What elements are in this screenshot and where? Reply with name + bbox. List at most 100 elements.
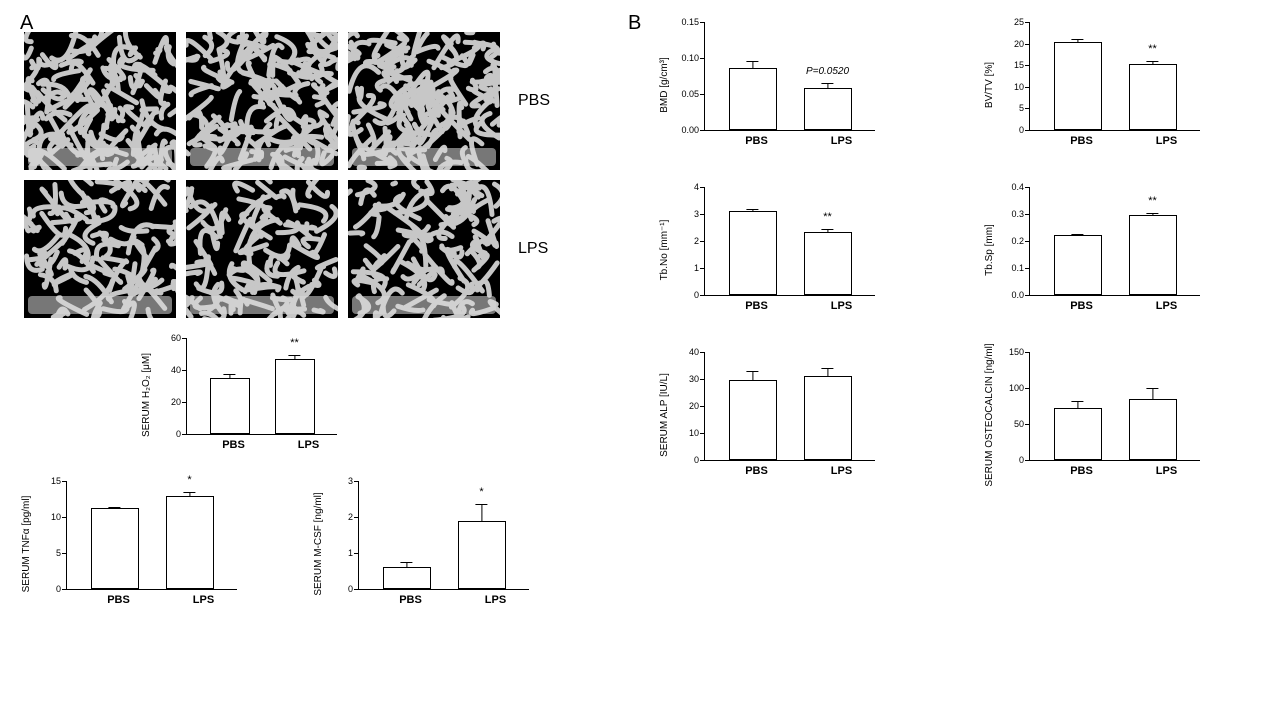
- x-axis-labels: PBSLPS: [1029, 135, 1219, 147]
- significance-marker: *: [479, 486, 483, 498]
- bar: [1054, 235, 1102, 295]
- x-tick-label: PBS: [214, 439, 254, 451]
- ct-row: LPS: [24, 180, 594, 318]
- chart-alp: SERUM ALP [IU/L]010203040PBSLPS: [672, 352, 937, 477]
- y-tick-label: 0.1: [1011, 263, 1024, 273]
- error-bar: [827, 368, 828, 378]
- y-tick-label: 0: [694, 290, 699, 300]
- x-tick-label: LPS: [1143, 300, 1191, 312]
- bar: [91, 508, 139, 589]
- significance-marker: **: [1148, 43, 1157, 55]
- y-tick-label: 0.15: [681, 17, 699, 27]
- ct-image: [186, 32, 338, 170]
- y-tick-label: 25: [1014, 17, 1024, 27]
- y-axis-label: SERUM ALP [IU/L]: [659, 373, 670, 457]
- plot-area: 0.000.050.100.15P=0.0520: [704, 22, 875, 131]
- y-tick-label: 1: [694, 263, 699, 273]
- chart-mcsf: SERUM M-CSF [ng/ml]0123*PBSLPS: [326, 481, 548, 606]
- significance-marker: **: [1148, 195, 1157, 207]
- panel-b-label: B: [628, 12, 641, 35]
- y-tick-label: 0: [1019, 125, 1024, 135]
- x-axis-labels: PBSLPS: [704, 135, 894, 147]
- error-bar: [752, 209, 753, 212]
- y-tick-label: 0: [348, 584, 353, 594]
- error-bar: [229, 374, 230, 379]
- y-axis-label: SERUM H₂O₂ [μM]: [141, 352, 152, 436]
- x-tick-label: LPS: [818, 300, 866, 312]
- error-bar: [752, 371, 753, 382]
- x-tick-label: LPS: [289, 439, 329, 451]
- y-tick-label: 3: [694, 209, 699, 219]
- y-tick-label: 10: [51, 512, 61, 522]
- bar: **: [1129, 215, 1177, 295]
- x-tick-label: PBS: [733, 465, 781, 477]
- y-tick-label: 3: [348, 476, 353, 486]
- chart-bvtv: BV/TV [%]0510152025**PBSLPS: [997, 22, 1262, 147]
- y-tick-label: 0: [56, 584, 61, 594]
- figure: A PBSLPS SERUM H₂O₂ [μM]0204060**PBSLPS …: [24, 18, 1262, 606]
- ct-image: [24, 32, 176, 170]
- plot-area: 01234**: [704, 187, 875, 296]
- error-bar: [114, 507, 115, 509]
- error-bar: [1077, 234, 1078, 236]
- error-bar: [1152, 213, 1153, 216]
- x-tick-label: PBS: [1058, 135, 1106, 147]
- error-bar: [1077, 39, 1078, 43]
- y-tick-label: 10: [1014, 82, 1024, 92]
- ct-image: [24, 180, 176, 318]
- plot-area: 010203040: [704, 352, 875, 461]
- error-bar: [189, 492, 190, 497]
- panel-a: A PBSLPS SERUM H₂O₂ [μM]0204060**PBSLPS …: [24, 18, 594, 606]
- error-bar: [752, 61, 753, 69]
- error-bar: [406, 562, 407, 568]
- plot-area: 051015*: [66, 481, 237, 590]
- bar: [729, 380, 777, 460]
- y-tick-label: 60: [171, 333, 181, 343]
- y-tick-label: 150: [1009, 347, 1024, 357]
- y-tick-label: 0.4: [1011, 182, 1024, 192]
- y-axis-label: Tb.No [mm⁻¹]: [659, 219, 670, 280]
- y-tick-label: 10: [689, 428, 699, 438]
- y-tick-label: 0.3: [1011, 209, 1024, 219]
- ct-image: [348, 32, 500, 170]
- bar: [210, 378, 250, 434]
- chart-tbno: Tb.No [mm⁻¹]01234**PBSLPS: [672, 187, 937, 312]
- y-tick-label: 15: [1014, 60, 1024, 70]
- bar: P=0.0520: [804, 88, 852, 130]
- y-tick-label: 20: [689, 401, 699, 411]
- x-tick-label: PBS: [387, 594, 435, 606]
- y-tick-label: 0.2: [1011, 236, 1024, 246]
- error-bar: [481, 504, 482, 522]
- x-tick-label: PBS: [1058, 465, 1106, 477]
- bar: **: [1129, 64, 1177, 130]
- plot-area: 0.00.10.20.30.4**: [1029, 187, 1200, 296]
- x-tick-label: PBS: [95, 594, 143, 606]
- ct-image: [186, 180, 338, 318]
- bar: [1054, 42, 1102, 130]
- x-tick-label: LPS: [472, 594, 520, 606]
- x-axis-labels: PBSLPS: [704, 465, 894, 477]
- y-tick-label: 2: [348, 512, 353, 522]
- x-tick-label: LPS: [1143, 465, 1191, 477]
- bar: [1129, 399, 1177, 460]
- plot-area: 050100150: [1029, 352, 1200, 461]
- y-tick-label: 0.00: [681, 125, 699, 135]
- y-axis-label: SERUM M-CSF [ng/ml]: [313, 492, 324, 595]
- error-bar: [1152, 388, 1153, 400]
- x-axis-labels: PBS LPS: [1029, 465, 1219, 477]
- y-tick-label: 5: [56, 548, 61, 558]
- significance-marker: P=0.0520: [806, 66, 849, 77]
- bar: **: [275, 359, 315, 434]
- error-bar: [1152, 61, 1153, 64]
- y-axis-label: Tb.Sp [mm]: [984, 224, 995, 276]
- chart-tnfa: SERUM TNFα [pg/ml]051015*PBSLPS: [34, 481, 256, 606]
- panel-a-charts: SERUM H₂O₂ [μM]0204060**PBSLPS SERUM TNF…: [34, 338, 594, 606]
- bar: [729, 68, 777, 130]
- ct-row: PBS: [24, 32, 594, 170]
- y-tick-label: 30: [689, 374, 699, 384]
- y-tick-label: 100: [1009, 383, 1024, 393]
- y-tick-label: 20: [1014, 39, 1024, 49]
- error-bar: [1077, 401, 1078, 409]
- y-axis-label: SERUM TNFα [pg/ml]: [21, 495, 32, 592]
- y-tick-label: 40: [171, 365, 181, 375]
